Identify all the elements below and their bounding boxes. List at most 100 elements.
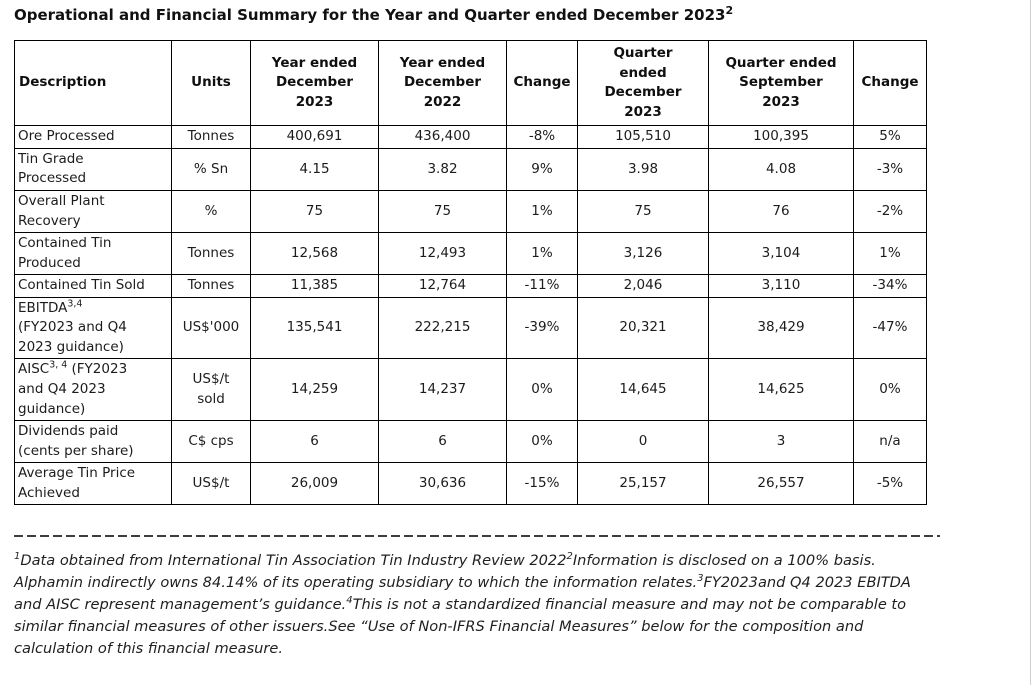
cell-fy2022: 30,636 [378, 462, 507, 506]
cell-q4-2023: 75 [577, 189, 709, 234]
cell-fy2022: 12,764 [378, 274, 507, 298]
cell-description: Overall Plant Recovery [14, 189, 172, 234]
cell-fy2023: 11,385 [250, 274, 379, 298]
description-rest: (FY2023 and Q4 2023 guidance) [18, 361, 128, 417]
cell-yoy-change: -39% [506, 296, 578, 360]
page-title-text: Operational and Financial Summary for th… [14, 6, 726, 24]
description-text: Ore Processed [18, 128, 115, 145]
cell-units: % [171, 189, 251, 234]
cell-q4-2023: 3.98 [577, 147, 709, 191]
description-rest: (FY2023 and Q4 2023 guidance) [18, 319, 127, 355]
col-header-yoy-change: Change [506, 39, 578, 127]
col-header-quarter-dec-2023: Quarter ended December 2023 [577, 39, 709, 127]
cell-units: Tonnes [171, 125, 251, 149]
cell-yoy-change: 0% [506, 420, 578, 464]
cell-q4-2023: 105,510 [577, 125, 709, 149]
cell-description: Dividends paid (cents per share) [14, 420, 172, 464]
description-text: EBITDA [18, 299, 68, 316]
cell-description: Contained Tin Sold [14, 274, 172, 298]
cell-yoy-change: 1% [506, 232, 578, 276]
footnote-1-text: Data obtained from International Tin Ass… [20, 552, 567, 570]
cell-units: US$/t sold [171, 358, 251, 422]
cell-q3-2023: 76 [708, 189, 854, 234]
cell-description: Ore Processed [14, 125, 172, 149]
separator-line [14, 535, 940, 538]
cell-q3-2023: 26,557 [708, 462, 854, 506]
cell-qoq-change: -3% [853, 147, 927, 191]
cell-q4-2023: 2,046 [577, 274, 709, 298]
table-row-ebitda: EBITDA3,4 (FY2023 and Q4 2023 guidance) … [14, 296, 927, 360]
cell-description: AISC3, 4 (FY2023 and Q4 2023 guidance) [14, 358, 172, 422]
cell-fy2022: 6 [378, 420, 507, 464]
col-header-quarter-sep-2023: Quarter ended September 2023 [708, 39, 854, 127]
cell-fy2023: 135,541 [250, 296, 379, 360]
description-text: Contained Tin Produced [18, 235, 112, 271]
description-text: AISC [18, 361, 50, 378]
cell-description: Tin Grade Processed [14, 147, 172, 191]
cell-qoq-change: 5% [853, 125, 927, 149]
footnote-3-text: FY2023and Q4 2023 EBITDA and AISC repres… [14, 574, 911, 614]
col-header-qoq-change: Change [853, 39, 927, 127]
cell-fy2023: 14,259 [250, 358, 379, 422]
col-header-units: Units [171, 39, 251, 127]
cell-fy2023: 6 [250, 420, 379, 464]
cell-q4-2023: 25,157 [577, 462, 709, 506]
col-header-description: Description [14, 39, 172, 127]
cell-q4-2023: 3,126 [577, 232, 709, 276]
cell-q3-2023: 4.08 [708, 147, 854, 191]
cell-units: C$ cps [171, 420, 251, 464]
table-row-plant-recovery: Overall Plant Recovery % 75 75 1% 75 76 … [14, 189, 927, 234]
cell-units: US$'000 [171, 296, 251, 360]
footnote-4-superscript: 4 [346, 595, 353, 607]
cell-yoy-change: -8% [506, 125, 578, 149]
cell-q4-2023: 14,645 [577, 358, 709, 422]
cell-qoq-change: 0% [853, 358, 927, 422]
cell-fy2022: 222,215 [378, 296, 507, 360]
cell-q3-2023: 3,110 [708, 274, 854, 298]
cell-fy2023: 26,009 [250, 462, 379, 506]
cell-units: US$/t [171, 462, 251, 506]
cell-fy2023: 4.15 [250, 147, 379, 191]
table-row-avg-tin-price: Average Tin Price Achieved US$/t 26,009 … [14, 462, 927, 506]
footnote-3-superscript: 3 [697, 573, 704, 585]
cell-q4-2023: 0 [577, 420, 709, 464]
table-row-ore-processed: Ore Processed Tonnes 400,691 436,400 -8%… [14, 125, 927, 149]
footnote-2-text: Information is disclosed on a 100% basis… [14, 552, 876, 592]
table-row-aisc: AISC3, 4 (FY2023 and Q4 2023 guidance) U… [14, 358, 927, 422]
cell-q3-2023: 38,429 [708, 296, 854, 360]
description-text: Contained Tin Sold [18, 277, 145, 294]
table-row-tin-produced: Contained Tin Produced Tonnes 12,568 12,… [14, 232, 927, 276]
cell-q3-2023: 14,625 [708, 358, 854, 422]
cell-fy2022: 436,400 [378, 125, 507, 149]
footnote-4-text: This is not a standardized financial mea… [14, 596, 907, 658]
page-edge-divider [1030, 0, 1031, 685]
cell-description: Contained Tin Produced [14, 232, 172, 276]
cell-fy2022: 12,493 [378, 232, 507, 276]
cell-fy2023: 400,691 [250, 125, 379, 149]
table-row-tin-grade: Tin Grade Processed % Sn 4.15 3.82 9% 3.… [14, 147, 927, 191]
cell-fy2023: 12,568 [250, 232, 379, 276]
cell-yoy-change: -11% [506, 274, 578, 298]
cell-q4-2023: 20,321 [577, 296, 709, 360]
footnote-1-superscript: 1 [14, 551, 21, 563]
cell-fy2023: 75 [250, 189, 379, 234]
page-content: Operational and Financial Summary for th… [14, 4, 940, 660]
cell-qoq-change: -34% [853, 274, 927, 298]
financial-summary-table: Description Units Year ended December 20… [14, 39, 927, 506]
table-row-tin-sold: Contained Tin Sold Tonnes 11,385 12,764 … [14, 274, 927, 298]
cell-units: Tonnes [171, 232, 251, 276]
cell-fy2022: 75 [378, 189, 507, 234]
cell-units: % Sn [171, 147, 251, 191]
page-title-superscript: 2 [725, 4, 734, 17]
cell-description: Average Tin Price Achieved [14, 462, 172, 506]
description-text: Average Tin Price Achieved [18, 465, 136, 501]
cell-q3-2023: 3 [708, 420, 854, 464]
cell-qoq-change: -47% [853, 296, 927, 360]
footnotes-paragraph: 1Data obtained from International Tin As… [14, 550, 916, 660]
cell-q3-2023: 3,104 [708, 232, 854, 276]
col-header-year-2023: Year ended December 2023 [250, 39, 379, 127]
cell-fy2022: 3.82 [378, 147, 507, 191]
header-row: Description Units Year ended December 20… [14, 39, 927, 127]
cell-units: Tonnes [171, 274, 251, 298]
description-text: Overall Plant Recovery [18, 192, 105, 229]
